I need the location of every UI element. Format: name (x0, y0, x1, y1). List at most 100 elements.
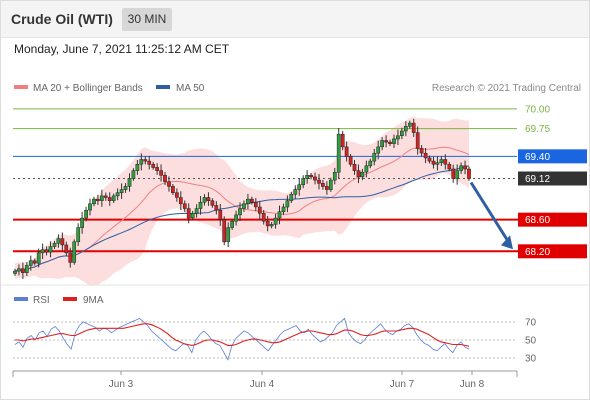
candle-body (388, 141, 392, 144)
rsi-tick-label: 70 (525, 318, 537, 329)
candle (72, 239, 77, 265)
candle (24, 262, 29, 276)
candle-body (368, 160, 373, 167)
candle-body (364, 165, 369, 173)
candle-body (297, 184, 302, 190)
candle-body (360, 171, 365, 178)
candle (257, 200, 262, 220)
candle (269, 222, 274, 229)
candle (64, 241, 69, 257)
candle-body (344, 146, 349, 157)
candle-body (431, 160, 436, 165)
candle (325, 181, 329, 195)
candle (13, 268, 17, 276)
candle-body (246, 198, 250, 205)
candle-body (467, 168, 471, 179)
candle (28, 255, 33, 271)
candle (76, 223, 81, 247)
candle-body (226, 227, 231, 243)
candle-body (60, 238, 65, 246)
candle-body (313, 176, 317, 181)
candle-body (111, 195, 116, 201)
candle (388, 139, 392, 147)
candle-body (281, 206, 286, 212)
candle-body (206, 197, 211, 201)
candle-body (356, 170, 361, 178)
candle (44, 246, 49, 256)
candle (190, 210, 195, 221)
candle-body (40, 249, 45, 254)
candle (238, 202, 242, 222)
candle (261, 209, 266, 225)
candle-body (194, 208, 199, 214)
candle-body (411, 122, 416, 133)
candle (348, 153, 353, 167)
candle-body (321, 183, 325, 187)
candle (435, 156, 440, 171)
candle (36, 248, 41, 268)
candle-body (143, 159, 148, 162)
candle (218, 203, 223, 226)
level-tag-68.60: 68.60 (518, 212, 587, 227)
candle (336, 128, 341, 179)
candle-body (435, 162, 440, 165)
candle (194, 204, 199, 218)
candle-body (198, 201, 203, 209)
candle (400, 127, 404, 140)
candle (380, 137, 384, 151)
projection-arrow-head (501, 235, 513, 250)
candle-body (92, 198, 96, 205)
candle (364, 160, 369, 178)
candle-body (380, 140, 384, 148)
candle (297, 178, 302, 196)
candle-body (44, 249, 49, 253)
candle (186, 203, 191, 224)
candle-body (463, 165, 467, 170)
candle (407, 120, 412, 129)
timeframe-button[interactable]: 30 MIN (122, 8, 172, 31)
candle-body (261, 213, 266, 222)
candle (127, 173, 132, 192)
candle (202, 194, 207, 206)
level-tag-label: 69.40 (525, 152, 550, 163)
candle (40, 243, 45, 260)
candle-body (123, 186, 128, 190)
candle-body (269, 224, 274, 227)
candle (143, 156, 148, 165)
candle (222, 216, 227, 246)
candle (281, 203, 286, 216)
candle-body (159, 170, 163, 176)
candle-body (163, 175, 167, 182)
legend-label-ma50: MA 50 (176, 83, 205, 94)
candle (289, 191, 294, 204)
candle-body (36, 252, 41, 264)
candle-body (115, 192, 120, 197)
candle (372, 148, 377, 166)
candle (60, 232, 65, 252)
candle (451, 164, 456, 183)
x-tick-label: Jun 3 (109, 379, 134, 390)
candle-body (238, 208, 242, 216)
candle (100, 189, 104, 207)
candle-body (325, 186, 329, 190)
level-tag-label: 69.75 (525, 124, 550, 135)
candle-body (305, 175, 309, 179)
candle (88, 198, 92, 216)
chart-datetime: Monday, June 7, 2021 11:25:12 AM CET (14, 42, 230, 56)
candle (115, 188, 120, 201)
candle (427, 155, 432, 164)
x-tick-label: Jun 7 (390, 379, 415, 390)
rsi-panel: 70 50 30 (13, 318, 537, 365)
candle (285, 195, 290, 213)
chart-credit: Research © 2021 Trading Central (432, 83, 581, 94)
candle (52, 241, 57, 249)
level-tag-bg (518, 244, 587, 259)
candle (403, 121, 408, 137)
candle (135, 159, 140, 175)
x-axis: Jun 3 Jun 4 Jun 7 Jun 8 (12, 370, 518, 390)
candle (411, 118, 416, 137)
candle (459, 162, 463, 174)
candle-body (139, 159, 144, 165)
candle-body (289, 194, 294, 201)
candle (178, 191, 183, 210)
